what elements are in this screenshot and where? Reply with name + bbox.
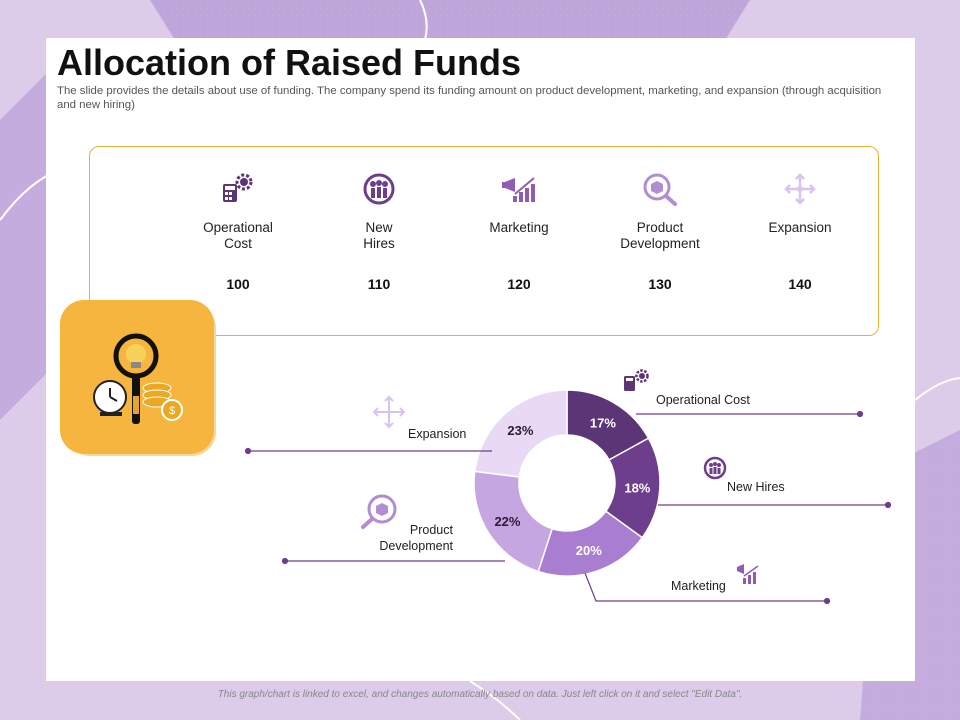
callout-dot-product-development	[281, 557, 289, 565]
coins-icon: $	[142, 382, 183, 421]
summary-value: 120	[507, 276, 531, 292]
callout-label-operational-cost: Operational Cost	[656, 393, 750, 407]
megaphone-chart-icon	[502, 177, 535, 202]
summary-label: Expansion	[768, 220, 832, 235]
calculator-gear-icon	[624, 369, 649, 391]
page-subtitle: The slide provides the details about use…	[57, 85, 882, 111]
people-group-icon	[703, 456, 727, 480]
magnifier-box-icon	[643, 173, 677, 206]
callout-label-expansion: Expansion	[408, 427, 466, 441]
callout-dot-marketing	[823, 597, 831, 605]
svg-text:$: $	[169, 405, 175, 417]
magnifier-box-icon	[361, 494, 397, 529]
donut-data-label: 23%	[507, 423, 533, 438]
allocation-summary-box: Operational Cost 100 New Hires 110 Marketi…	[89, 146, 879, 336]
summary-value: 110	[367, 276, 391, 292]
summary-value: 100	[226, 276, 250, 292]
callout-line-marketing	[584, 572, 827, 602]
summary-item-product-development: Product Development 130	[595, 172, 725, 292]
summary-item-operational-cost: Operational Cost 100	[173, 172, 303, 292]
summary-label: Operational Cost	[203, 220, 273, 251]
summary-label: Product Development	[620, 220, 700, 251]
summary-label: New Hires	[363, 220, 395, 251]
donut-data-label: 17%	[590, 415, 616, 430]
summary-value: 140	[788, 276, 812, 292]
summary-item-marketing: Marketing 120	[454, 172, 584, 292]
callout-dot-new-hires	[884, 501, 892, 509]
donut-data-label: 18%	[624, 480, 650, 495]
stopwatch-icon	[93, 380, 127, 416]
callout-label-new-hires: New Hires	[727, 480, 785, 494]
funding-idea-badge: $	[60, 300, 216, 456]
callout-label-marketing: Marketing	[671, 579, 726, 593]
bulb-magnifier-icon	[113, 333, 159, 424]
callout-label-product-development-line2: Development	[379, 539, 453, 553]
summary-value: 130	[648, 276, 672, 292]
megaphone-chart-icon	[737, 564, 759, 584]
summary-item-expansion: Expansion 140	[735, 172, 865, 292]
summary-item-new-hires: New Hires 110	[314, 172, 444, 292]
callout-dot-operational-cost	[856, 410, 864, 418]
footer-note: This graph/chart is linked to excel, and…	[217, 689, 743, 700]
callout-dot-expansion	[244, 447, 252, 455]
donut-slice-expansion	[473, 389, 568, 478]
expand-arrows-icon	[372, 395, 406, 429]
calculator-gear-icon	[223, 173, 253, 202]
summary-label: Marketing	[489, 220, 549, 235]
people-group-icon	[363, 173, 395, 205]
donut-data-label: 20%	[576, 543, 602, 558]
donut-data-label: 22%	[494, 514, 520, 529]
page-title: Allocation of Raised Funds	[57, 42, 522, 83]
expand-arrows-icon	[784, 173, 816, 205]
callout-label-product-development-line1: Product	[410, 523, 454, 537]
